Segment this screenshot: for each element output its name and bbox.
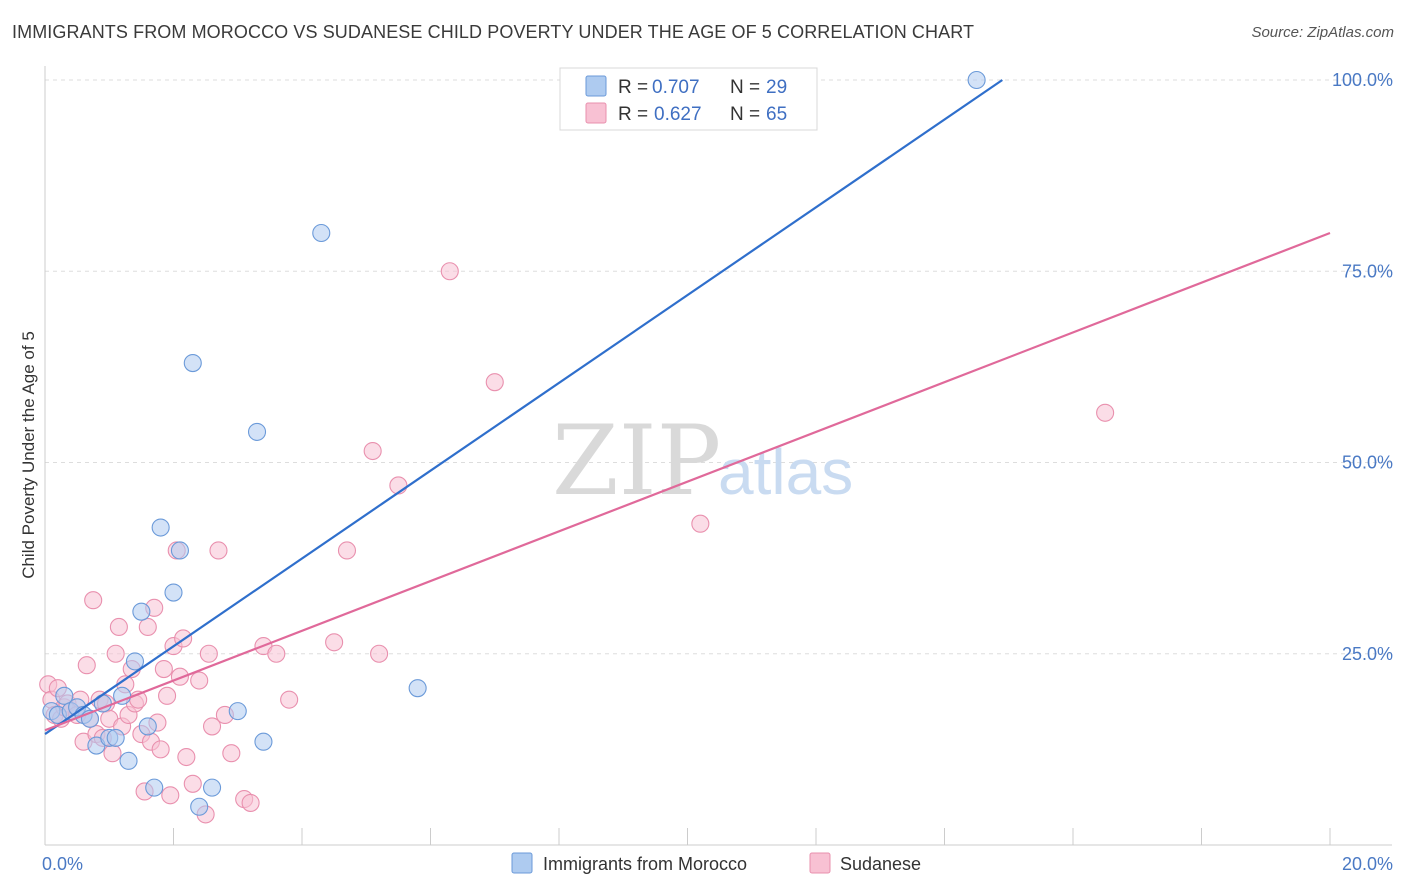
data-point [209, 541, 228, 560]
data-point [55, 686, 74, 705]
legend-swatch-morocco [585, 75, 607, 97]
data-point [125, 652, 144, 671]
data-point [485, 373, 504, 392]
legend-r-value: 0.707 [652, 77, 700, 98]
legend-n-label: N = [730, 77, 760, 98]
data-point [132, 602, 151, 621]
data-point [199, 644, 218, 663]
legend-n-value: 29 [766, 77, 787, 98]
data-point [241, 793, 260, 812]
trend-line [44, 79, 1003, 735]
legend-row-morocco: R = 0.707 N = 29 [585, 75, 787, 98]
watermark-atlas: atlas [718, 436, 853, 508]
bottom-legend: Immigrants from Morocco Sudanese [511, 852, 921, 874]
data-point [145, 778, 164, 797]
data-point [370, 644, 389, 663]
data-point [267, 644, 286, 663]
data-point [325, 633, 344, 652]
data-point [183, 353, 202, 373]
data-point [967, 70, 986, 90]
data-point [440, 262, 459, 281]
data-point [170, 541, 189, 560]
data-point [154, 659, 173, 679]
data-point [151, 740, 170, 759]
data-point [280, 690, 299, 709]
y-tick-labels: 25.0% 50.0% 75.0% 100.0% [1332, 70, 1393, 664]
data-point [119, 751, 138, 770]
bottom-legend-label-sudanese: Sudanese [840, 854, 921, 874]
y-tick-label: 50.0% [1342, 453, 1393, 473]
y-tick-label: 100.0% [1332, 70, 1393, 90]
bottom-legend-morocco[interactable]: Immigrants from Morocco [511, 852, 747, 874]
data-point [103, 744, 122, 763]
trend-line [44, 231, 1331, 732]
data-point [312, 223, 331, 243]
data-point [183, 774, 202, 793]
y-tick-label: 25.0% [1342, 644, 1393, 664]
legend-r-label: R = [618, 77, 648, 98]
bottom-legend-label-morocco: Immigrants from Morocco [543, 854, 747, 874]
data-point [190, 671, 209, 690]
data-point [190, 797, 209, 816]
legend-n-value: 65 [766, 104, 787, 125]
x-tick-label: 20.0% [1342, 854, 1393, 874]
bottom-legend-sudanese[interactable]: Sudanese [809, 852, 921, 874]
data-point [106, 728, 125, 747]
y-axis-label: Child Poverty Under the Age of 5 [19, 331, 38, 579]
data-point [203, 717, 222, 736]
legend-r-label: R = [618, 104, 648, 125]
top-legend: R = 0.707 N = 29 R = 0.627 N = 65 [559, 67, 818, 131]
x-tick-labels: 0.0% 20.0% [42, 854, 1393, 874]
data-point [254, 732, 273, 751]
bottom-legend-swatch-morocco [511, 852, 533, 874]
data-point [161, 786, 180, 805]
data-point [691, 514, 710, 533]
legend-row-sudanese: R = 0.627 N = 65 [585, 102, 787, 125]
data-point [363, 441, 382, 461]
data-point [228, 702, 247, 721]
data-point [164, 583, 183, 602]
data-point [158, 686, 177, 705]
data-point [170, 667, 189, 686]
legend-swatch-sudanese [585, 102, 607, 124]
data-point [113, 686, 132, 705]
data-point [138, 617, 157, 637]
data-point [138, 717, 157, 736]
grid-lines [45, 79, 1392, 655]
data-point [177, 747, 196, 767]
data-point [109, 617, 128, 637]
data-point [84, 591, 103, 610]
watermark-zip: ZIP [552, 405, 721, 517]
data-point [337, 541, 357, 560]
trend-lines [44, 79, 1331, 735]
data-point [408, 679, 427, 698]
data-points [39, 70, 1115, 824]
source-label: Source: ZipAtlas.com [1251, 24, 1394, 41]
bottom-legend-swatch-sudanese [809, 852, 831, 874]
x-tick-label: 0.0% [42, 854, 83, 874]
data-point [222, 744, 241, 763]
legend-r-value: 0.627 [654, 104, 702, 125]
data-point [1096, 403, 1115, 422]
data-point [151, 518, 170, 537]
chart-title: IMMIGRANTS FROM MOROCCO VS SUDANESE CHIL… [12, 22, 975, 42]
y-tick-label: 75.0% [1342, 261, 1393, 281]
data-point [77, 656, 96, 675]
data-point [247, 422, 267, 441]
data-point [203, 778, 222, 797]
data-point [106, 644, 125, 663]
watermark: ZIP atlas [552, 405, 853, 517]
legend-n-label: N = [730, 104, 760, 125]
